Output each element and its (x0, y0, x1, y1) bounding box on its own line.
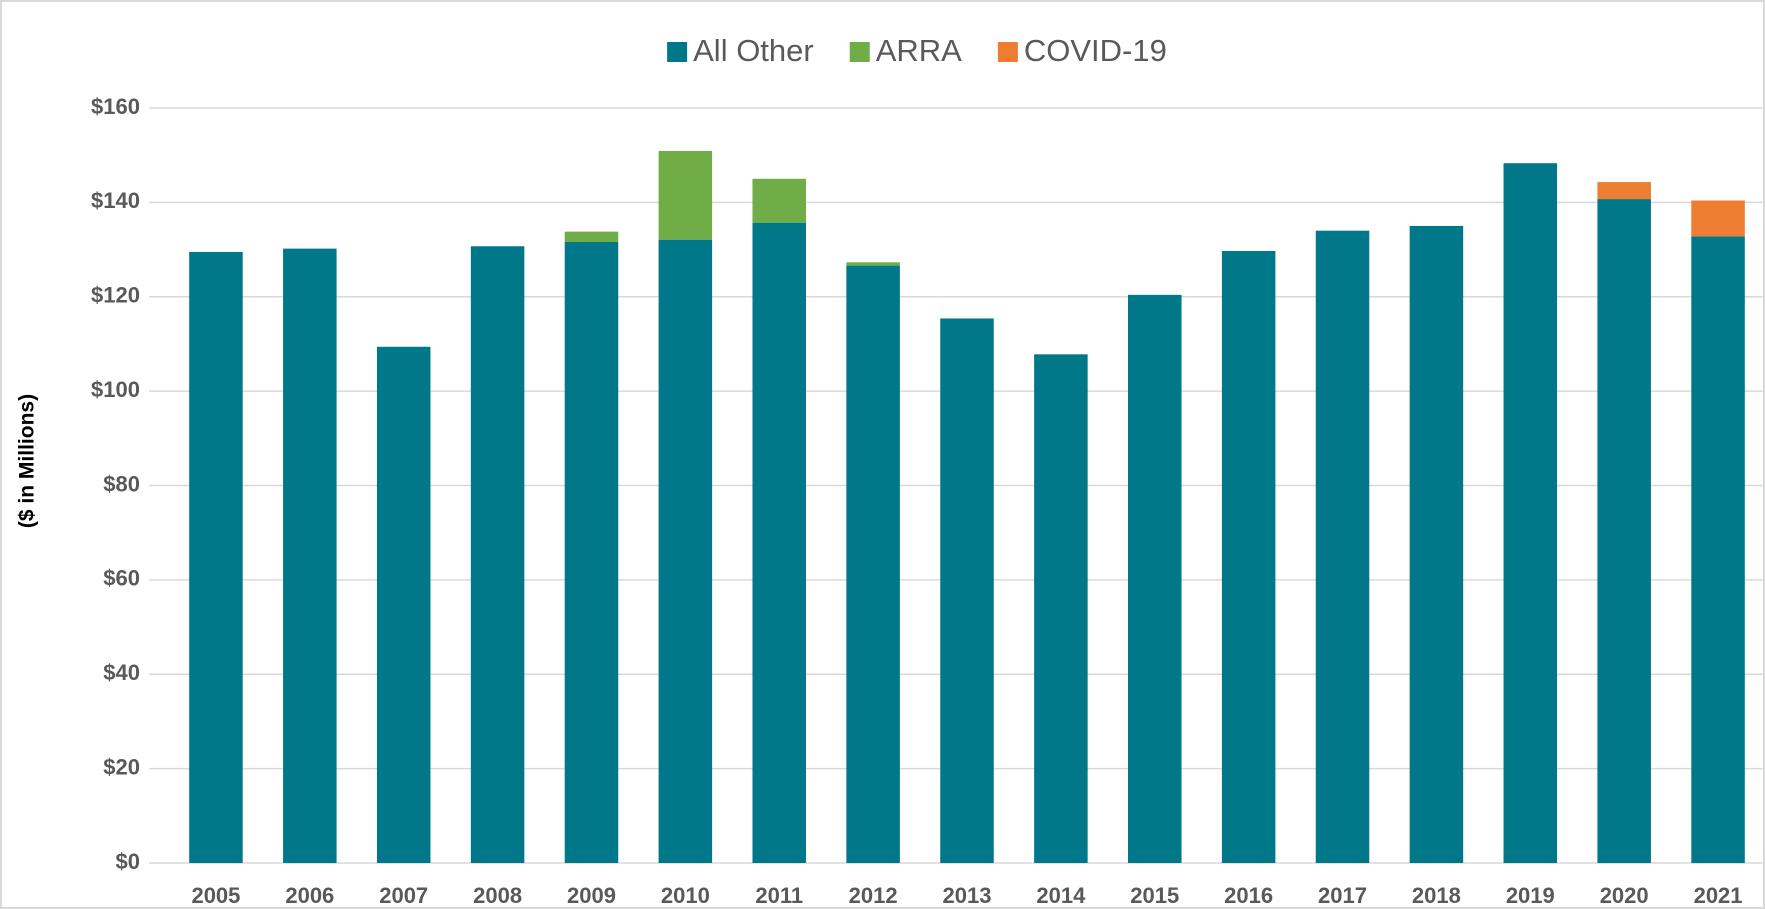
y-tick-label: $140 (91, 188, 140, 213)
x-tick-label: 2012 (849, 883, 898, 908)
y-tick-label: $40 (103, 660, 140, 685)
x-tick-label: 2014 (1036, 883, 1086, 908)
bar-segment (752, 178, 806, 223)
bar-segment (470, 246, 525, 863)
bar-segment (1128, 294, 1182, 863)
bar-segment (376, 346, 431, 863)
x-tick-label: 2017 (1318, 883, 1367, 908)
x-tick-label: 2018 (1412, 883, 1461, 908)
bar-segment (1315, 230, 1370, 863)
x-tick-label: 2020 (1600, 883, 1649, 908)
bar-segment (189, 251, 243, 863)
bar-segment (846, 265, 900, 863)
bar-segment (1409, 225, 1464, 863)
bar-segment (752, 222, 806, 863)
bar-segment (564, 231, 619, 243)
bar-segment (564, 242, 619, 863)
legend-label: ARRA (876, 33, 962, 68)
y-tick-label: $20 (103, 754, 140, 779)
bar-segment (940, 318, 994, 863)
x-tick-label: 2005 (191, 883, 240, 908)
x-tick-label: 2013 (943, 883, 992, 908)
legend-swatch (997, 42, 1018, 62)
legend-label: COVID-19 (1024, 33, 1167, 68)
x-tick-label: 2010 (661, 883, 710, 908)
bar-segment (1597, 182, 1651, 200)
x-tick-label: 2016 (1224, 883, 1273, 908)
x-tick-label: 2007 (379, 883, 428, 908)
x-tick-label: 2021 (1694, 883, 1743, 908)
x-tick-label: 2008 (473, 883, 522, 908)
bar-segment (1503, 163, 1558, 864)
y-tick-label: $80 (103, 471, 140, 496)
bar-segment (1597, 199, 1651, 863)
y-tick-label: $100 (91, 377, 140, 402)
y-tick-label: $120 (91, 283, 140, 308)
x-tick-label: 2006 (285, 883, 334, 908)
legend-label: All Other (693, 33, 814, 68)
bar-segment (283, 248, 337, 863)
bar-segment (1691, 236, 1745, 864)
bar-segment (846, 262, 900, 266)
x-tick-label: 2009 (567, 883, 616, 908)
x-tick-label: 2019 (1506, 883, 1555, 908)
bar-segment (1221, 250, 1276, 863)
bar-segment (658, 150, 713, 240)
y-axis-title: ($ in Millions) (16, 394, 39, 528)
bar-segment (1034, 354, 1088, 863)
x-tick-label: 2011 (755, 883, 803, 908)
bar-segment (1691, 200, 1745, 237)
bar-segment (658, 239, 713, 863)
legend-swatch (849, 42, 870, 62)
y-tick-label: $60 (103, 566, 140, 591)
y-tick-label: $160 (91, 94, 140, 119)
legend-swatch (667, 42, 688, 62)
y-tick-label: $0 (116, 849, 140, 874)
x-tick-label: 2015 (1130, 883, 1179, 908)
